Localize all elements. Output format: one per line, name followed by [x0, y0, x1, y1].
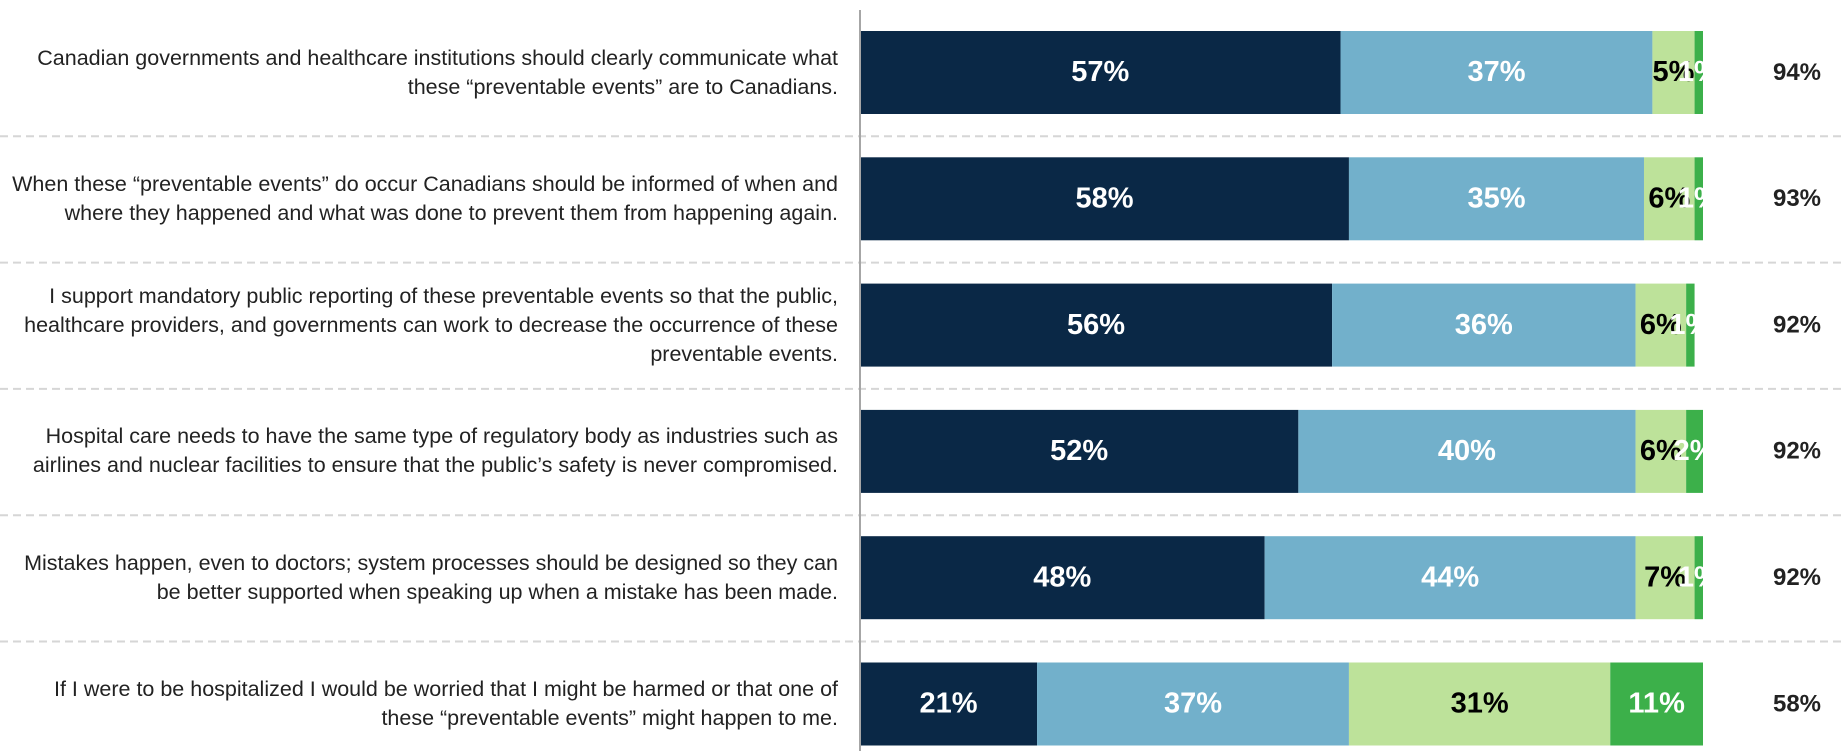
data-label: 6% — [1640, 435, 1682, 467]
total-label: 58% — [1773, 690, 1821, 717]
category-label: Mistakes happen, even to doctors; system… — [24, 550, 838, 604]
bar-segment — [1643, 157, 1695, 241]
data-label: 37% — [1164, 688, 1222, 720]
bar-segment — [860, 536, 1265, 620]
data-label: 44% — [1421, 561, 1479, 593]
category-label: If I were to be hospitalized I would be … — [54, 677, 838, 730]
data-label: 35% — [1467, 182, 1525, 214]
data-label: 5% — [1653, 56, 1695, 88]
bar-segment — [1610, 662, 1703, 746]
data-label: 56% — [1067, 309, 1125, 341]
bar-segment — [1348, 662, 1611, 746]
data-label: 1% — [1678, 561, 1720, 593]
data-label: 2% — [1674, 435, 1716, 467]
bar-segment — [1635, 409, 1687, 493]
total-label: 94% — [1773, 59, 1821, 86]
data-label: 36% — [1455, 309, 1513, 341]
bar-segment — [1298, 409, 1636, 493]
bar-segment — [860, 409, 1299, 493]
data-label: 7% — [1644, 561, 1686, 593]
category-label: Canadian governments and healthcare inst… — [37, 45, 838, 99]
data-label: 31% — [1451, 688, 1509, 720]
bar-segment — [1635, 283, 1687, 367]
bar-segment — [1635, 536, 1695, 620]
bar-segment — [1348, 157, 1644, 241]
total-label: 92% — [1773, 311, 1821, 338]
bar-segment — [1694, 536, 1703, 620]
data-label: 1% — [1669, 309, 1711, 341]
bar-segment — [1264, 536, 1636, 620]
data-label: 6% — [1648, 182, 1690, 214]
category-label: Hospital care needs to have the same typ… — [32, 424, 838, 478]
data-label: 58% — [1075, 182, 1133, 214]
data-label: 40% — [1438, 435, 1496, 467]
bar-segment — [860, 662, 1038, 746]
data-label: 1% — [1678, 56, 1720, 88]
bar-segment — [1652, 31, 1695, 114]
bar-segment — [1686, 409, 1703, 493]
data-label: 57% — [1071, 56, 1129, 88]
data-label: 52% — [1050, 435, 1108, 467]
total-label: 93% — [1773, 185, 1821, 212]
data-label: 1% — [1678, 182, 1720, 214]
data-label: 6% — [1640, 309, 1682, 341]
data-label: 11% — [1628, 688, 1685, 720]
total-label: 92% — [1773, 564, 1821, 591]
category-label: When these “preventable events” do occur… — [12, 171, 838, 225]
data-label: 21% — [919, 688, 977, 720]
bar-segment — [1340, 31, 1653, 114]
data-label: 48% — [1033, 561, 1091, 593]
category-label: I support mandatory public reporting of … — [24, 283, 838, 366]
bar-segment — [860, 31, 1341, 114]
bar-segment — [1686, 283, 1695, 367]
total-label: 92% — [1773, 438, 1821, 465]
bar-segment — [1694, 157, 1703, 241]
data-label: 37% — [1467, 56, 1525, 88]
bar-segment — [1332, 283, 1636, 367]
bar-segment — [1037, 662, 1349, 746]
bar-segment — [1694, 31, 1703, 114]
bar-segment — [860, 157, 1349, 241]
bar-segment — [860, 283, 1333, 367]
